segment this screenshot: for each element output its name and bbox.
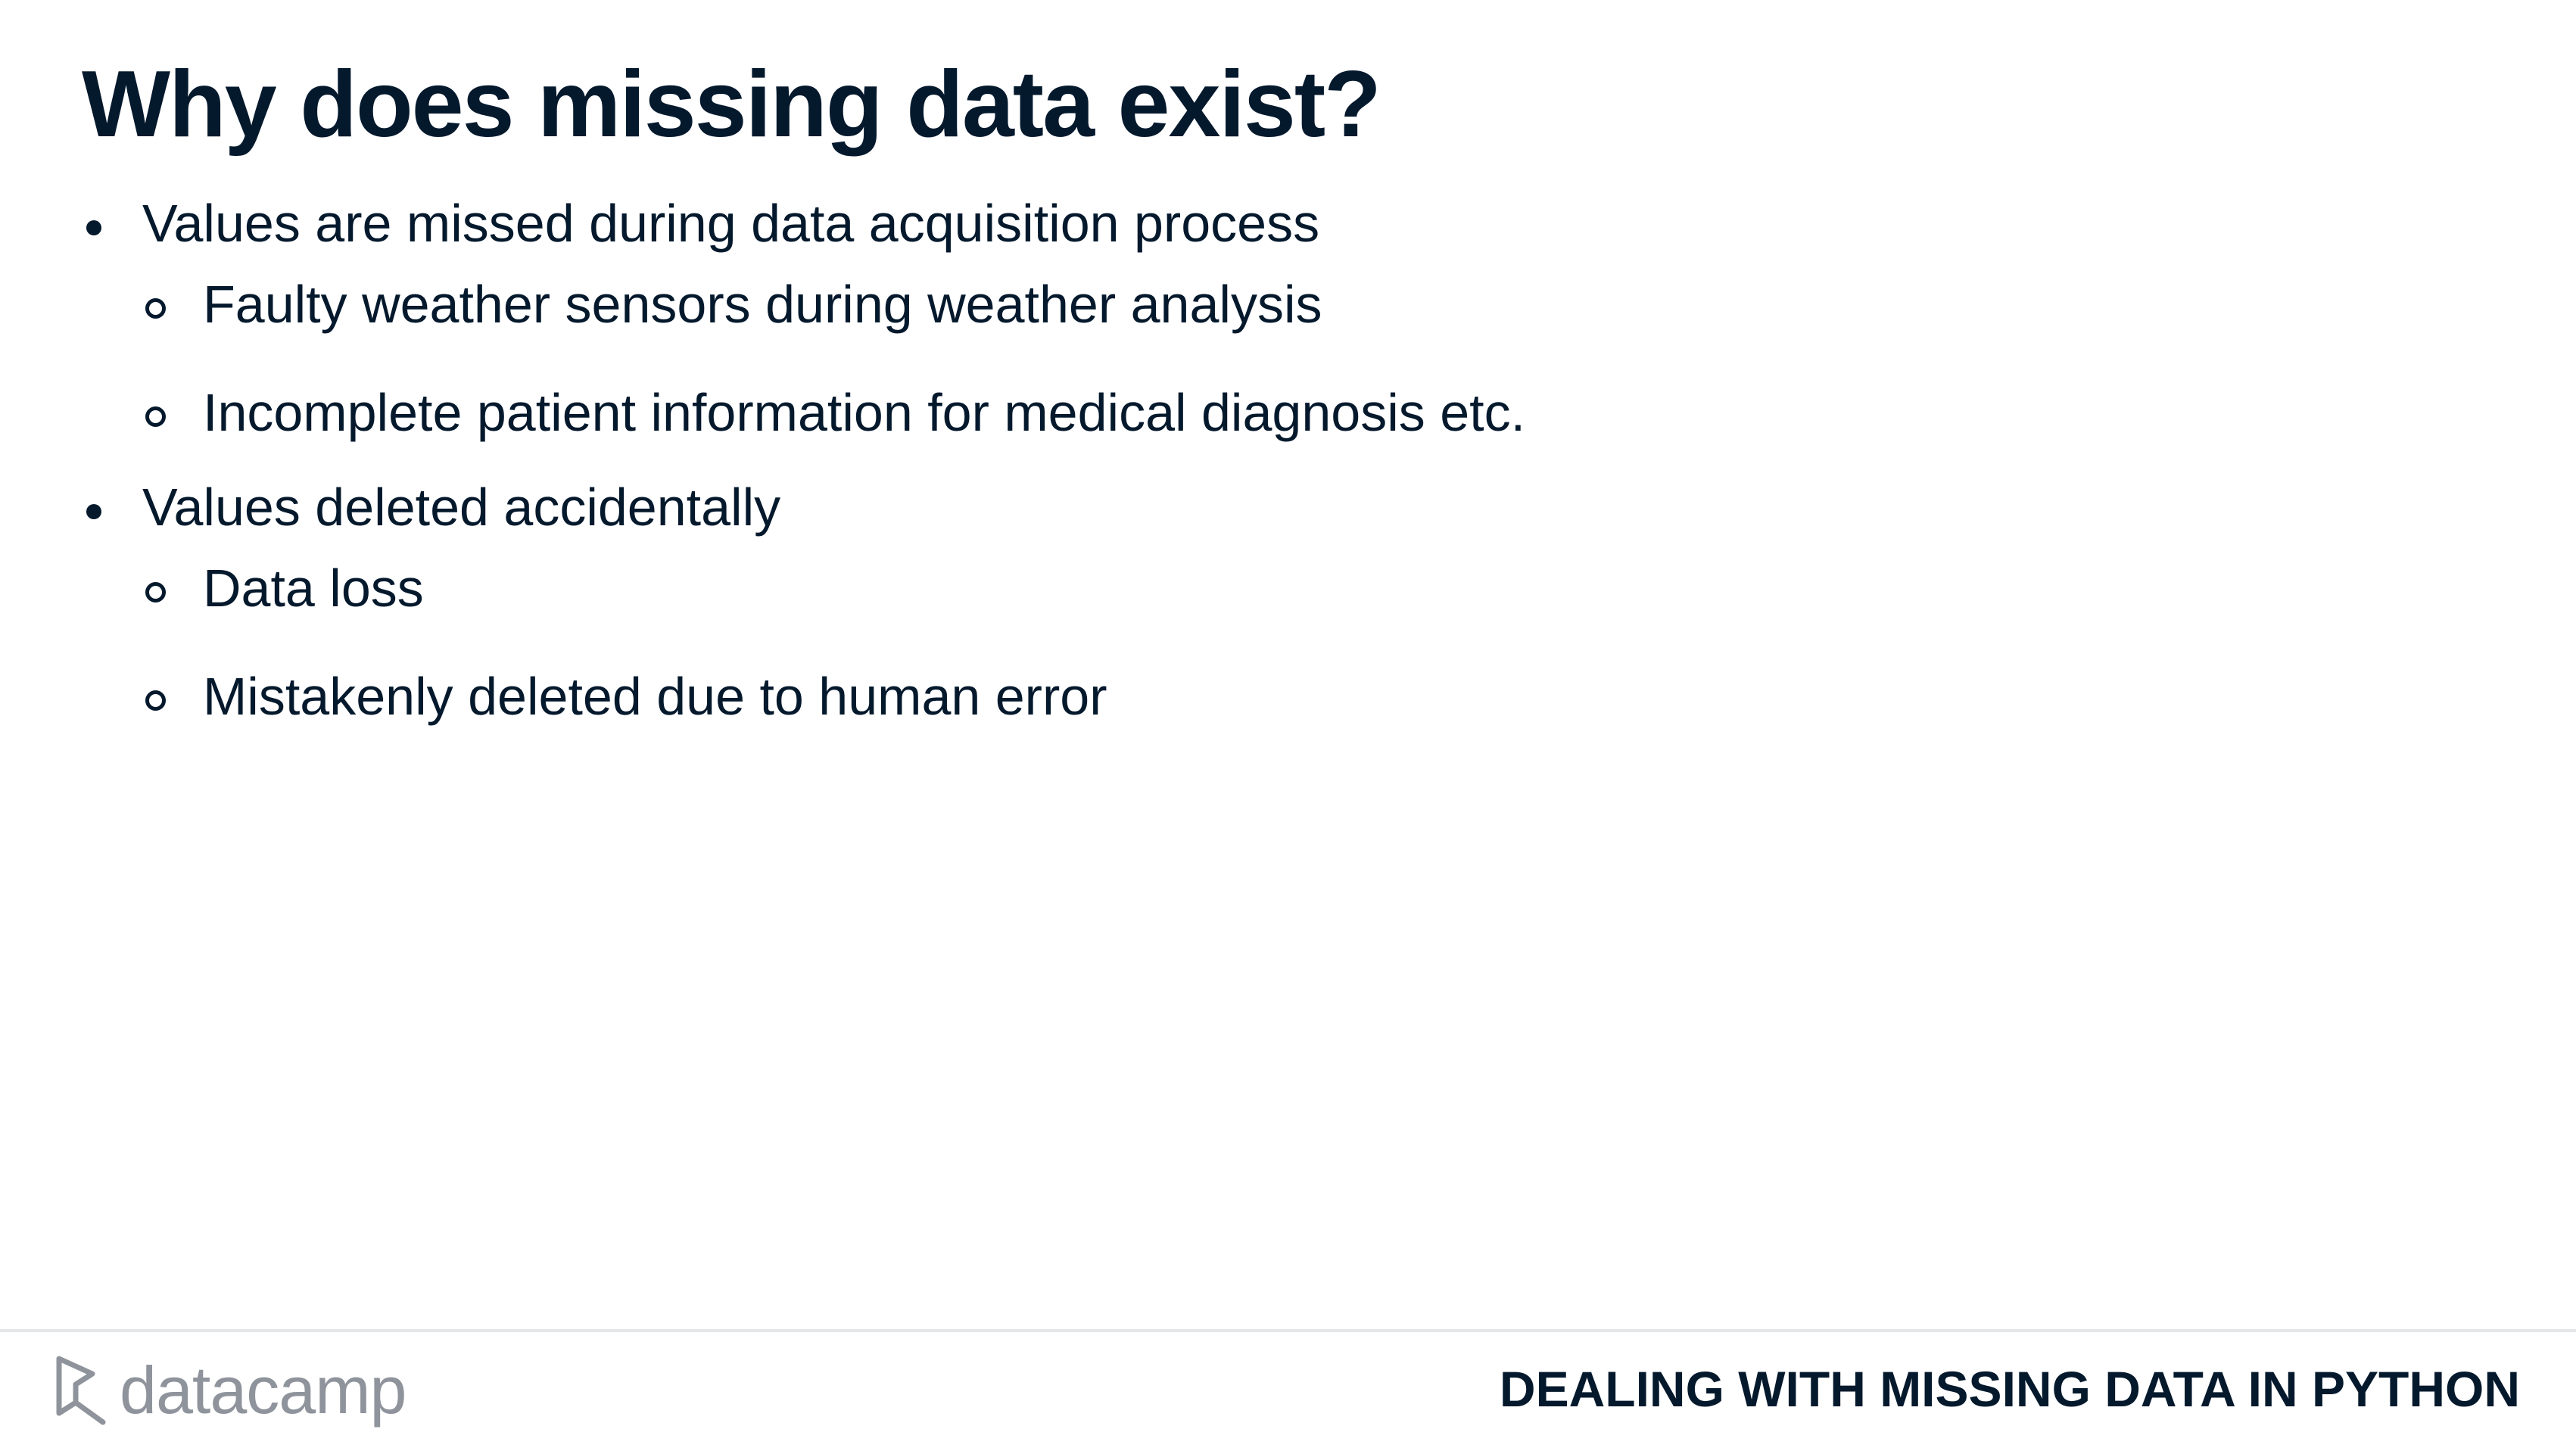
sub-bullet-text: Mistakenly deleted due to human error — [203, 667, 1107, 726]
bullet-item: Values deleted accidentally Data loss Mi… — [82, 473, 2428, 731]
bullet-item: Values are missed during data acquisitio… — [82, 189, 2428, 447]
sub-bullet-item: Faulty weather sensors during weather an… — [142, 270, 2428, 339]
course-name: DEALING WITH MISSING DATA IN PYTHON — [1499, 1361, 2520, 1417]
bullet-text: Values are missed during data acquisitio… — [142, 194, 1320, 253]
bullet-text: Values deleted accidentally — [142, 478, 781, 537]
sub-bullet-text: Faulty weather sensors during weather an… — [203, 275, 1322, 334]
logo-text: datacamp — [120, 1353, 406, 1428]
filled-bullet-icon — [86, 220, 101, 235]
bullet-list: Values are missed during data acquisitio… — [82, 189, 2428, 757]
sub-bullet-item: Data loss — [142, 554, 2428, 623]
datacamp-logo-icon — [56, 1356, 106, 1425]
filled-bullet-icon — [86, 504, 101, 519]
sub-bullet-item: Incomplete patient information for medic… — [142, 378, 2428, 447]
sub-bullet-text: Incomplete patient information for medic… — [203, 383, 1526, 442]
footer-divider — [0, 1329, 2576, 1332]
sub-bullet-text: Data loss — [203, 559, 424, 618]
hollow-bullet-icon — [145, 582, 166, 603]
slide-title: Why does missing data exist? — [82, 52, 1381, 157]
datacamp-logo: datacamp — [53, 1349, 406, 1432]
hollow-bullet-icon — [145, 298, 166, 319]
hollow-bullet-icon — [145, 690, 166, 711]
sub-bullet-item: Mistakenly deleted due to human error — [142, 662, 2428, 731]
hollow-bullet-icon — [145, 406, 166, 427]
